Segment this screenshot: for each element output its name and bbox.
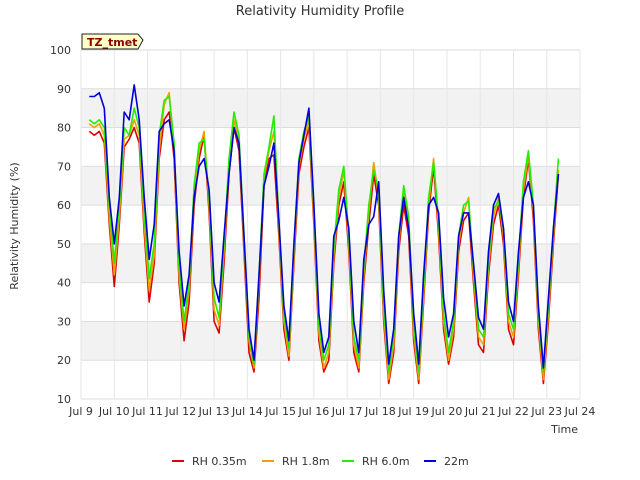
plot-band bbox=[81, 243, 580, 283]
y-tick-label: 10 bbox=[57, 393, 71, 406]
x-tick-label: Jul 22 bbox=[497, 405, 529, 418]
site-label-box: TZ_tmet bbox=[81, 33, 144, 50]
x-tick-label: Jul 18 bbox=[364, 405, 396, 418]
y-axis-ticks: 10 20 30 40 50 60 70 80 90 100 bbox=[50, 44, 71, 406]
series-line bbox=[88, 91, 560, 381]
series-line bbox=[89, 84, 560, 369]
y-tick-label: 50 bbox=[57, 238, 71, 251]
legend-label: RH 1.8m bbox=[282, 455, 330, 468]
x-tick-label: Jul 9 bbox=[68, 405, 93, 418]
y-tick-label: 100 bbox=[50, 44, 71, 57]
x-axis-ticks: Jul 9 Jul 10 Jul 11 Jul 12 Jul 13 Jul 14 Jul 1… bbox=[68, 405, 595, 418]
chart-title: Relativity Humidity Profile bbox=[236, 4, 404, 19]
site-label-background bbox=[81, 33, 144, 50]
series-line bbox=[88, 95, 560, 373]
y-tick-label: 70 bbox=[57, 160, 71, 173]
legend-label: RH 0.35m bbox=[192, 455, 247, 468]
y-tick-label: 80 bbox=[57, 122, 71, 135]
y-tick-label: 60 bbox=[57, 199, 71, 212]
x-tick-label: Jul 20 bbox=[431, 405, 463, 418]
x-tick-label: Jul 21 bbox=[464, 405, 496, 418]
y-tick-label: 90 bbox=[57, 83, 71, 96]
x-tick-label: Jul 11 bbox=[131, 405, 163, 418]
x-tick-label: Jul 14 bbox=[231, 405, 263, 418]
x-tick-label: Jul 17 bbox=[331, 405, 363, 418]
legend-label: 22m bbox=[444, 455, 469, 468]
plot-band bbox=[81, 88, 580, 128]
y-tick-label: 30 bbox=[57, 315, 71, 328]
y-tick-label: 20 bbox=[57, 354, 71, 367]
x-tick-label: Jul 13 bbox=[198, 405, 230, 418]
series-line bbox=[88, 111, 560, 385]
x-tick-label: Jul 12 bbox=[164, 405, 196, 418]
x-tick-label: Jul 16 bbox=[297, 405, 329, 418]
legend-label: RH 6.0m bbox=[362, 455, 410, 468]
y-axis-label: Relativity Humidity (%) bbox=[8, 162, 21, 289]
x-tick-label: Jul 23 bbox=[530, 405, 562, 418]
x-tick-label: Jul 24 bbox=[564, 405, 596, 418]
site-label-text: TZ_tmet bbox=[87, 36, 137, 49]
series-layer bbox=[88, 84, 560, 385]
x-tick-label: Jul 19 bbox=[397, 405, 429, 418]
y-tick-label: 40 bbox=[57, 277, 71, 290]
x-tick-label: Jul 15 bbox=[264, 405, 296, 418]
x-axis-label: Time bbox=[550, 423, 578, 436]
legend: RH 0.35m RH 1.8m RH 6.0m 22m bbox=[172, 455, 469, 468]
x-tick-label: Jul 10 bbox=[98, 405, 130, 418]
